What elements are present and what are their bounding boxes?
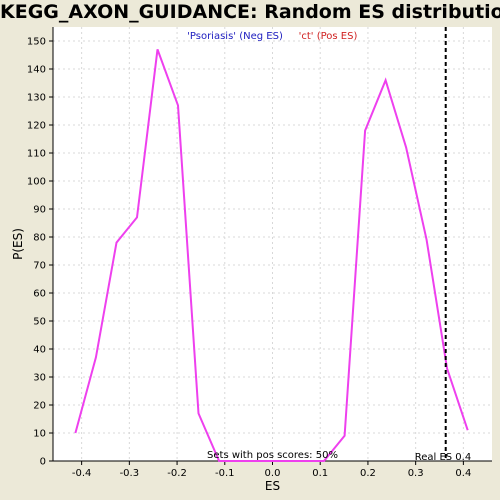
y-tick-label: 40 — [33, 345, 46, 356]
y-tick-label: 110 — [27, 149, 46, 160]
y-tick-label: 150 — [27, 37, 46, 48]
legend-neg-es: 'Psoriasis' (Neg ES) — [187, 31, 283, 42]
x-tick-label: 0.1 — [312, 468, 328, 479]
x-tick-label: -0.1 — [215, 468, 235, 479]
real-es-label: Real ES 0.4 — [415, 452, 471, 463]
legend-pos-es: 'ct' (Pos ES) — [299, 31, 358, 42]
chart-title: KEGG_AXON_GUIDANCE: Random ES distributi… — [0, 1, 500, 23]
es-distribution-line — [74, 49, 469, 462]
pos-scores-annotation: Sets with pos scores: 50% — [207, 450, 338, 461]
y-tick-label: 0 — [40, 457, 46, 468]
x-tick-label: 0.3 — [408, 468, 424, 479]
y-tick-label: 70 — [33, 261, 46, 272]
y-axis-label: P(ES) — [11, 228, 25, 260]
y-tick-label: 140 — [27, 65, 46, 76]
y-tick-label: 100 — [27, 177, 46, 188]
x-ticks: -0.4 -0.3 -0.2 -0.1 0.0 0.1 0.2 0.3 0.4 — [72, 461, 471, 479]
y-tick-label: 60 — [33, 289, 46, 300]
y-tick-label: 30 — [33, 373, 46, 384]
x-tick-label: 0.0 — [265, 468, 281, 479]
x-tick-label: 0.2 — [360, 468, 376, 479]
x-tick-label: -0.3 — [120, 468, 140, 479]
x-tick-label: -0.4 — [72, 468, 92, 479]
y-tick-label: 120 — [27, 121, 46, 132]
y-tick-label: 50 — [33, 317, 46, 328]
y-tick-label: 80 — [33, 233, 46, 244]
y-tick-label: 90 — [33, 205, 46, 216]
y-tick-label: 10 — [33, 429, 46, 440]
y-tick-label: 130 — [27, 93, 46, 104]
y-tick-label: 20 — [33, 401, 46, 412]
x-tick-label: 0.4 — [455, 468, 471, 479]
x-axis-label: ES — [265, 479, 280, 493]
x-tick-label: -0.2 — [167, 468, 187, 479]
series-group — [74, 49, 469, 462]
y-ticks: 0 10 20 30 40 50 60 70 80 90 100 110 120 130 140 150 — [27, 37, 53, 468]
